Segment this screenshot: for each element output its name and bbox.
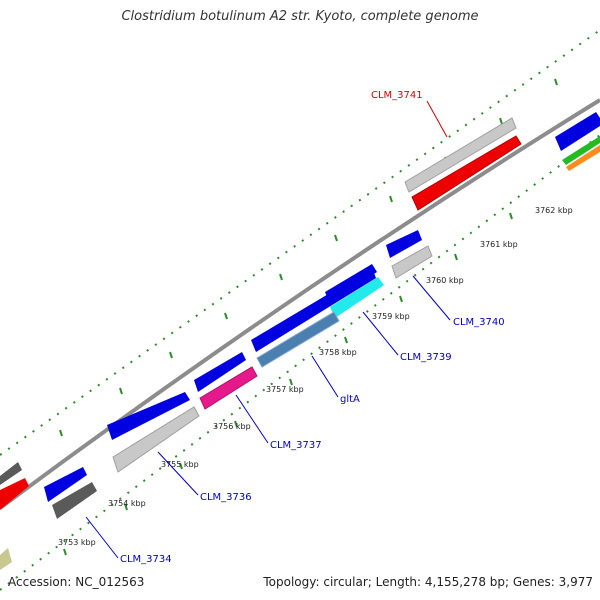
tick-label-3754: 3754 kbp [108, 499, 146, 508]
gene-label-clm3734[interactable]: CLM_3734 [120, 554, 172, 565]
leader-clm3740 [412, 275, 451, 321]
tick-mark [169, 351, 173, 359]
tick-label-3755: 3755 kbp [161, 460, 199, 469]
tick-mark [454, 253, 458, 261]
tick-mark [334, 234, 338, 242]
gene-label-clm3739[interactable]: CLM_3739 [400, 352, 452, 363]
gene-clm3737-magenta[interactable] [199, 366, 258, 410]
tick-mark [389, 195, 393, 203]
gene-orange-top-right[interactable] [566, 145, 600, 171]
tick-mark [399, 295, 403, 303]
tick-label-3759: 3759 kbp [372, 312, 410, 321]
tick-mark [179, 462, 183, 470]
accession-text: Accession: NC_012563 [8, 575, 145, 589]
gene-label-gltA[interactable]: gltA [340, 394, 360, 405]
tick-label-3758: 3758 kbp [319, 348, 357, 357]
tick-mark [234, 420, 238, 428]
tick-mark [63, 548, 67, 556]
leader-clm3734 [85, 516, 119, 559]
gene-blue-top-right[interactable] [555, 112, 600, 151]
gene-clm3741-red[interactable] [411, 135, 522, 211]
forward-strand-features [404, 112, 600, 211]
tick-label-3753: 3753 kbp [58, 538, 96, 547]
gene-label-clm3736[interactable]: CLM_3736 [200, 492, 252, 503]
gene-label-clm3740[interactable]: CLM_3740 [453, 317, 505, 328]
gene-red-left[interactable] [0, 478, 29, 510]
genome-backbone [0, 98, 600, 510]
gene-green-top-right[interactable] [562, 136, 600, 165]
gene-clm3739-cyan[interactable] [330, 277, 384, 318]
tick-mark [119, 387, 123, 395]
gene-clm3740-blue[interactable] [386, 230, 422, 258]
gene-clm3734-darkgray[interactable] [52, 482, 97, 519]
gene-clm3741-gray[interactable] [404, 117, 517, 193]
gene-darkgray-left[interactable] [0, 462, 22, 485]
tick-label-3757: 3757 kbp [266, 385, 304, 394]
genome-summary-text: Topology: circular; Length: 4,155,278 bp… [263, 575, 593, 589]
tick-label-3756: 3756 kbp [213, 422, 251, 431]
map-title: Clostridium botulinum A2 str. Kyoto, com… [121, 9, 479, 24]
tick-mark [289, 378, 293, 386]
tick-mark [279, 273, 283, 281]
leader-clm3737 [235, 394, 269, 444]
gene-clm3737-blue[interactable] [194, 352, 246, 392]
leader-gltA [311, 355, 339, 398]
tick-label-3760: 3760 kbp [426, 276, 464, 285]
tick-mark [224, 312, 228, 320]
tick-label-3761: 3761 kbp [480, 240, 518, 249]
gene-gltA-steel[interactable] [256, 311, 340, 368]
gene-clm3740-gray[interactable] [391, 245, 433, 279]
tick-mark [499, 117, 503, 125]
tick-mark [344, 336, 348, 344]
gene-label-clm3741[interactable]: CLM_3741 [371, 90, 423, 101]
gene-gltA-blue[interactable] [251, 268, 376, 352]
leader-clm3736 [157, 451, 199, 496]
gene-clm3734-blue[interactable] [44, 467, 87, 502]
tick-mark [554, 78, 558, 86]
gene-label-clm3737[interactable]: CLM_3737 [270, 440, 322, 451]
leader-clm3739 [362, 311, 399, 356]
tick-mark [509, 212, 513, 220]
gene-clm3736-blue[interactable] [107, 392, 190, 440]
tick-label-3762: 3762 kbp [535, 206, 573, 215]
mid-strand-features [0, 230, 433, 570]
tick-mark [59, 429, 63, 437]
gene-olive-left[interactable] [0, 548, 12, 570]
leader-clm3741 [426, 100, 448, 138]
tick-mark [124, 503, 128, 511]
gene-clm3736-gray[interactable] [112, 406, 200, 473]
